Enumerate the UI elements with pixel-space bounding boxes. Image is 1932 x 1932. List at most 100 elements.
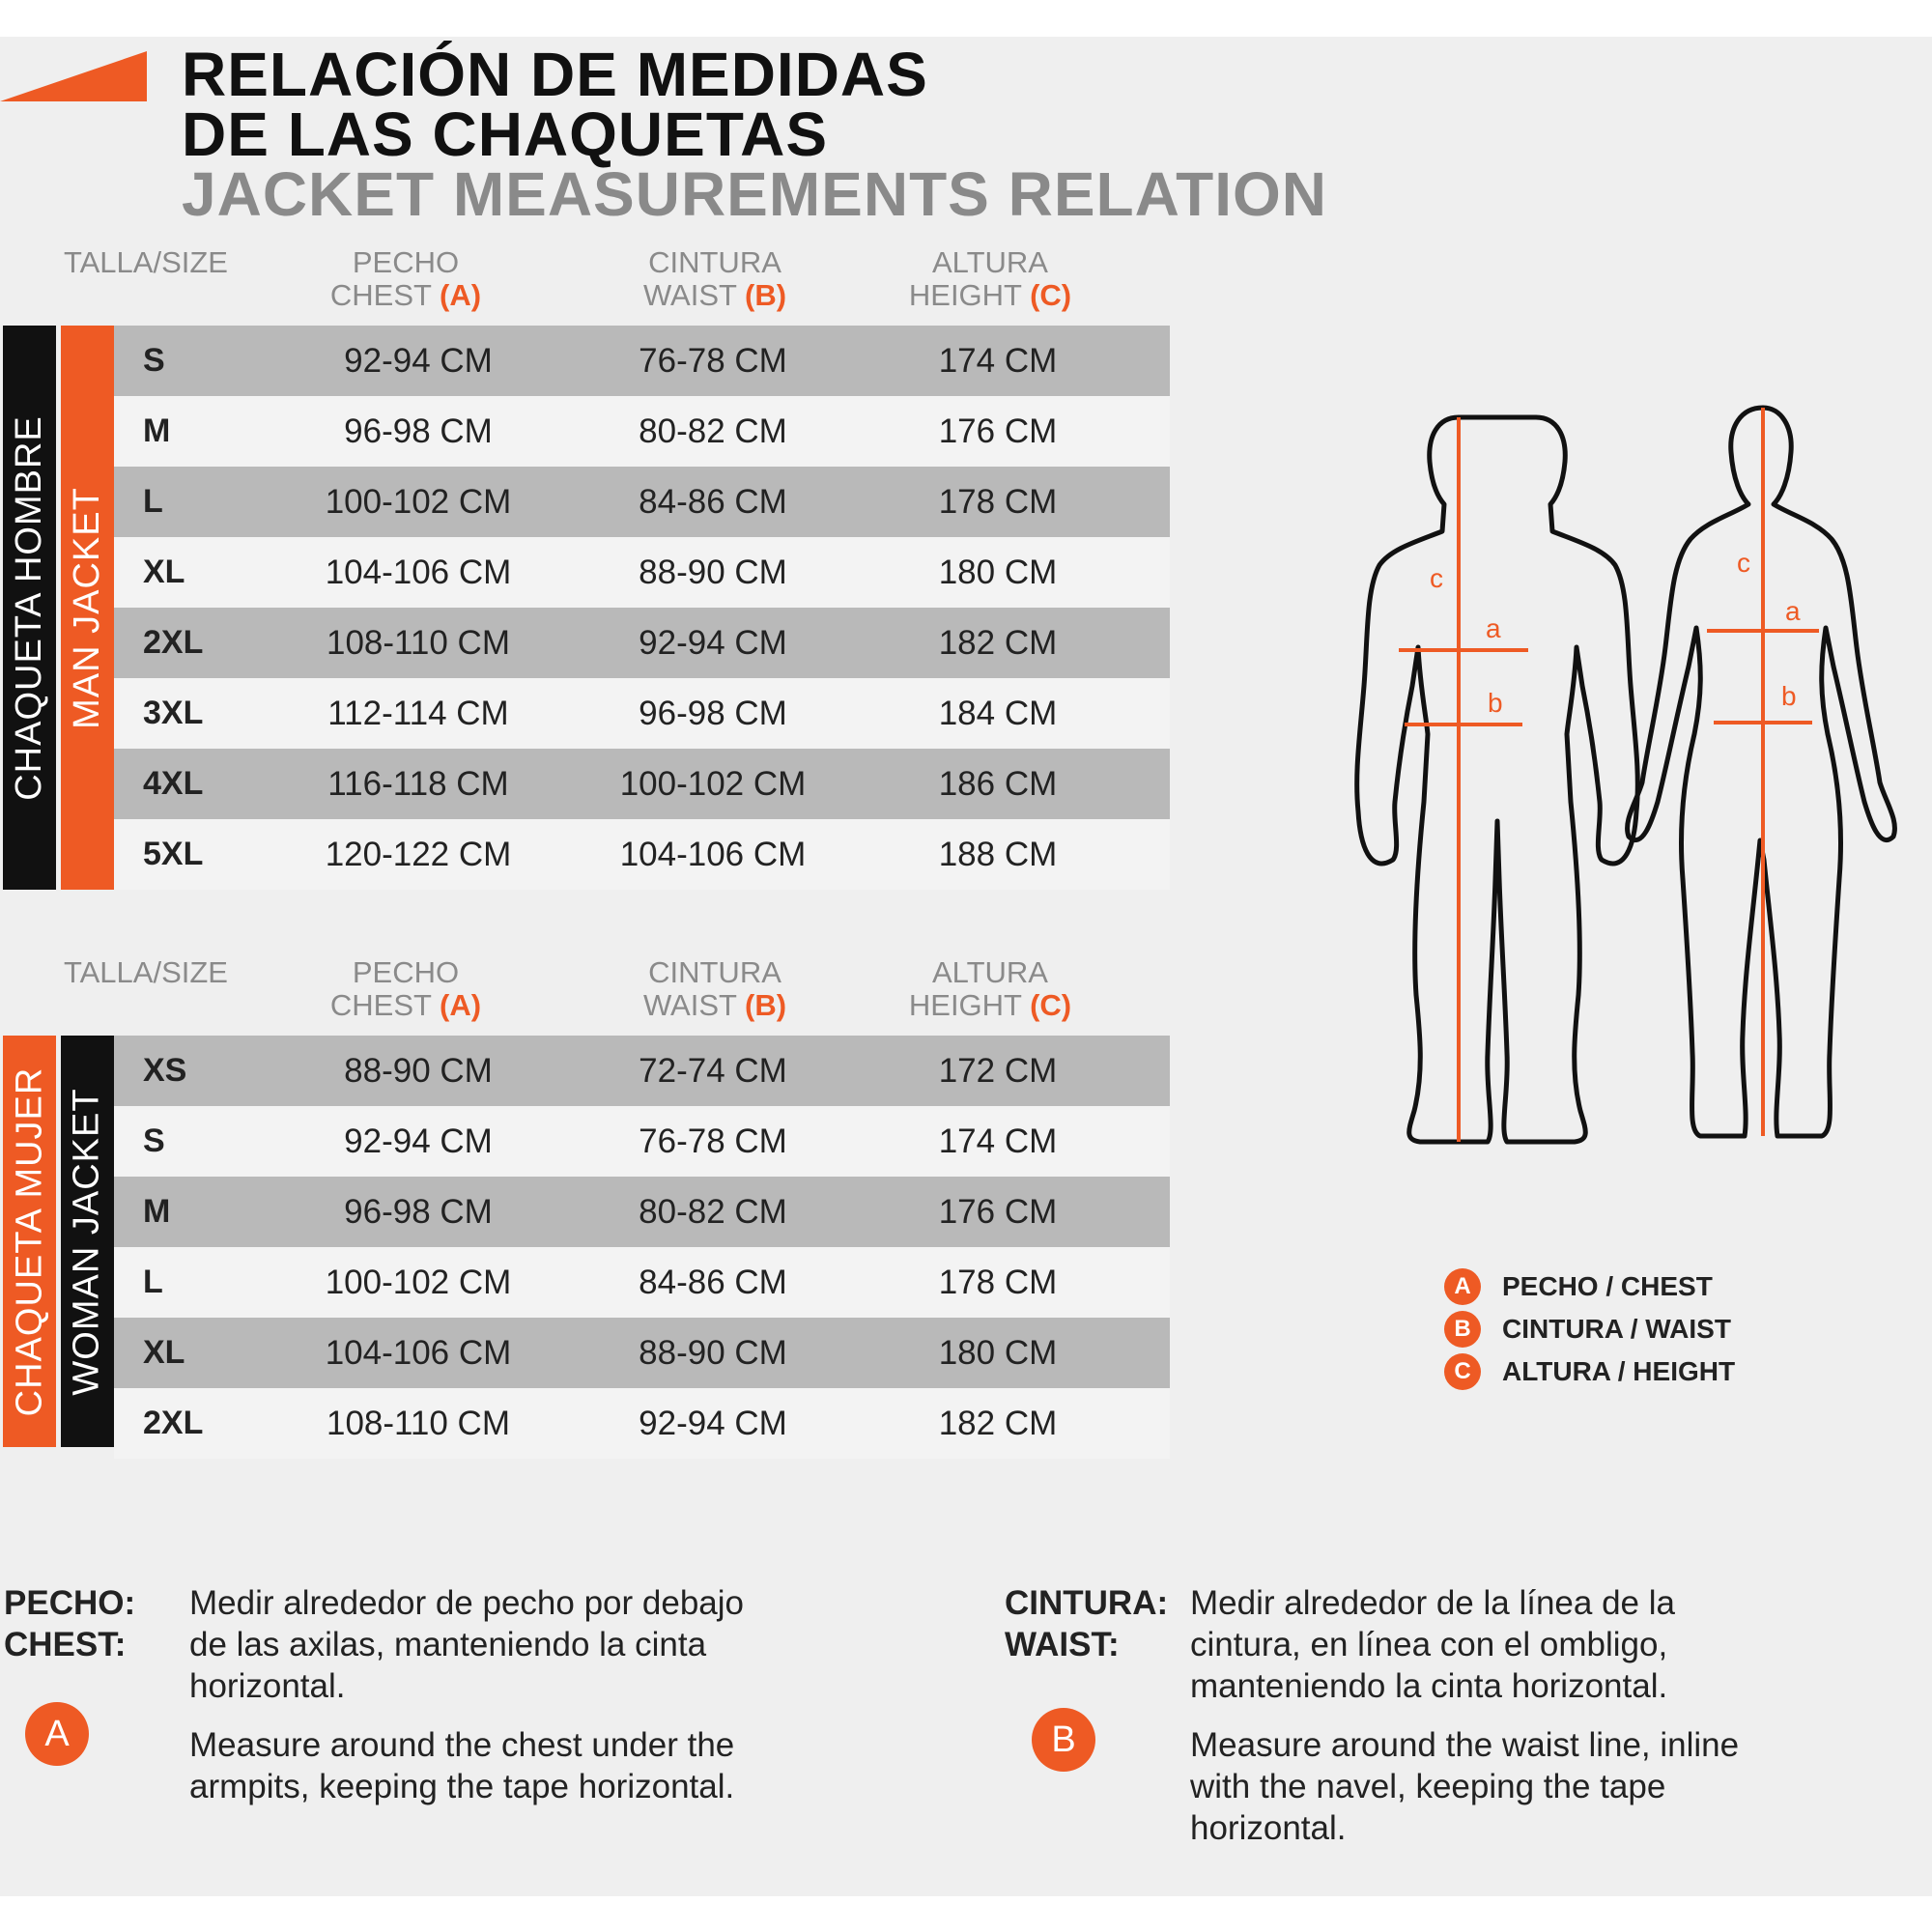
table-row: S 92-94 CM 76-78 CM 174 CM	[114, 326, 1170, 396]
chest-cell: 112-114 CM	[327, 695, 509, 732]
height-cell: 176 CM	[938, 412, 1058, 450]
waist-cell: 76-78 CM	[639, 342, 787, 380]
height-cell: 174 CM	[938, 1122, 1058, 1160]
waist-note-label: CINTURA: WAIST:	[1005, 1584, 1169, 1663]
size-cell: L	[143, 1264, 163, 1300]
height-cell: 186 CM	[938, 765, 1058, 803]
legend-text-height: ALTURA / HEIGHT	[1502, 1356, 1736, 1386]
waist-cell: 104-106 CM	[619, 836, 807, 873]
size-cell: 3XL	[143, 695, 204, 731]
female-label-a: a	[1785, 596, 1801, 626]
size-cell: XL	[143, 1334, 185, 1371]
table-row: 2XL 108-110 CM 92-94 CM 182 CM	[114, 1388, 1170, 1459]
title-es-line2: DE LAS CHAQUETAS	[182, 99, 829, 169]
height-cell: 174 CM	[938, 342, 1058, 380]
height-cell: 182 CM	[938, 624, 1058, 662]
title-en: JACKET MEASUREMENTS RELATION	[182, 159, 1327, 229]
height-cell: 184 CM	[938, 695, 1058, 732]
chest-note-text-en: Measure around the chest under the armpi…	[189, 1726, 735, 1805]
chest-cell: 88-90 CM	[344, 1052, 493, 1090]
table-row: M 96-98 CM 80-82 CM 176 CM	[114, 1177, 1170, 1247]
legend-badge-c: C	[1444, 1353, 1481, 1390]
height-cell: 178 CM	[938, 483, 1058, 521]
chest-cell: 92-94 CM	[344, 1122, 493, 1160]
female-label-b: b	[1781, 681, 1797, 711]
table-row: XL 104-106 CM 88-90 CM 180 CM	[114, 537, 1170, 608]
female-measure-lines	[1707, 408, 1819, 1136]
waist-cell: 92-94 CM	[639, 624, 787, 662]
waist-cell: 92-94 CM	[639, 1405, 787, 1442]
women-label-es: CHAQUETA MUJER	[3, 1036, 56, 1447]
male-measure-lines	[1399, 417, 1528, 1142]
body-figures-illustration: c a b c a b	[1354, 405, 1897, 1145]
waist-cell: 88-90 CM	[639, 554, 787, 591]
height-cell: 182 CM	[938, 1405, 1058, 1442]
legend-text-chest: PECHO / CHEST	[1502, 1271, 1713, 1301]
waist-note-text-en: Measure around the waist line, inline wi…	[1190, 1726, 1740, 1847]
height-cell: 188 CM	[938, 836, 1058, 873]
header-chest: PECHO CHEST (A)	[329, 245, 482, 312]
men-size-table: TALLA/SIZE PECHO CHEST (A) CINTURA WAIST…	[0, 245, 1171, 890]
female-figure	[1625, 405, 1897, 1139]
header-size: TALLA/SIZE	[64, 245, 228, 279]
title-block: RELACIÓN DE MEDIDAS DE LAS CHAQUETAS JAC…	[182, 40, 1327, 229]
orange-corner-flag	[0, 51, 147, 101]
size-cell: L	[143, 483, 163, 520]
table-row: 3XL 112-114 CM 96-98 CM 184 CM	[114, 678, 1170, 749]
men-rows: S 92-94 CM 76-78 CM 174 CM M 96-98 CM 80-82 CM…	[114, 326, 1170, 890]
table-row: M 96-98 CM 80-82 CM 176 CM	[114, 396, 1170, 467]
chest-cell: 104-106 CM	[325, 1334, 512, 1372]
chest-cell: 92-94 CM	[344, 342, 493, 380]
chest-note-text: Medir alrededor de pecho por debajo de l…	[189, 1582, 769, 1825]
header-waist: CINTURA WAIST (B)	[642, 955, 787, 1022]
table-row: 4XL 116-118 CM 100-102 CM 186 CM	[114, 749, 1170, 819]
size-cell: XL	[143, 554, 185, 590]
waist-cell: 80-82 CM	[639, 412, 787, 450]
women-size-table: TALLA/SIZE PECHO CHEST (A) CINTURA WAIST…	[0, 956, 1171, 1459]
legend-item-waist: B CINTURA / WAIST	[1444, 1308, 1735, 1350]
table-row: XL 104-106 CM 88-90 CM 180 CM	[114, 1318, 1170, 1388]
height-cell: 176 CM	[938, 1193, 1058, 1231]
size-cell: 2XL	[143, 1405, 204, 1441]
header-height: ALTURA HEIGHT (C)	[908, 245, 1072, 312]
size-cell: 5XL	[143, 836, 204, 872]
title-es-line1: RELACIÓN DE MEDIDAS	[182, 40, 928, 109]
female-label-c: c	[1737, 548, 1750, 578]
waist-note-text: Medir alrededor de la línea de la cintur…	[1190, 1582, 1760, 1866]
women-label-en: WOMAN JACKET	[61, 1036, 114, 1447]
male-label-a: a	[1486, 613, 1501, 643]
chest-cell: 108-110 CM	[326, 1405, 510, 1442]
waist-cell: 100-102 CM	[619, 765, 807, 803]
chest-cell: 108-110 CM	[326, 624, 510, 662]
table-row: L 100-102 CM 84-86 CM 178 CM	[114, 1247, 1170, 1318]
male-label-b: b	[1488, 688, 1503, 718]
waist-cell: 72-74 CM	[639, 1052, 787, 1090]
table-row: 2XL 108-110 CM 92-94 CM 182 CM	[114, 608, 1170, 678]
size-cell: XS	[143, 1052, 187, 1089]
legend-text-waist: CINTURA / WAIST	[1502, 1314, 1731, 1344]
waist-cell: 84-86 CM	[639, 483, 787, 521]
male-figure	[1354, 414, 1640, 1145]
size-cell: 2XL	[143, 624, 204, 661]
size-cell: M	[143, 412, 171, 449]
size-cell: M	[143, 1193, 171, 1230]
height-cell: 180 CM	[938, 554, 1058, 591]
table-row: XS 88-90 CM 72-74 CM 172 CM	[114, 1036, 1170, 1106]
legend-item-chest: A PECHO / CHEST	[1444, 1265, 1735, 1308]
male-label-c: c	[1430, 563, 1443, 593]
women-column-headers: TALLA/SIZE PECHO CHEST (A) CINTURA WAIST…	[0, 956, 1171, 1036]
waist-cell: 80-82 CM	[639, 1193, 787, 1231]
measurement-legend: A PECHO / CHEST B CINTURA / WAIST C ALTU…	[1444, 1265, 1735, 1393]
chest-cell: 120-122 CM	[325, 836, 512, 873]
waist-cell: 96-98 CM	[639, 695, 787, 732]
header-waist: CINTURA WAIST (B)	[642, 245, 787, 312]
waist-cell: 76-78 CM	[639, 1122, 787, 1160]
men-label-en: MAN JACKET	[61, 326, 114, 890]
chest-cell: 104-106 CM	[325, 554, 512, 591]
chest-cell: 100-102 CM	[325, 483, 512, 521]
waist-note-text-es: Medir alrededor de la línea de la cintur…	[1190, 1584, 1675, 1705]
header-size: TALLA/SIZE	[64, 955, 228, 989]
chest-cell: 96-98 CM	[344, 412, 493, 450]
table-row: S 92-94 CM 76-78 CM 174 CM	[114, 1106, 1170, 1177]
height-cell: 180 CM	[938, 1334, 1058, 1372]
